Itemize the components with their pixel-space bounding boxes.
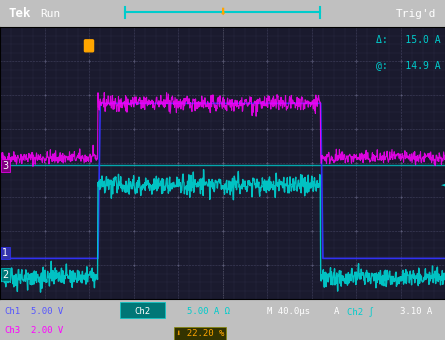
Text: ⬇: ⬇ [218, 7, 227, 17]
Text: @:   14.9 A: @: 14.9 A [376, 60, 441, 70]
Text: Δ:   15.0 A: Δ: 15.0 A [376, 35, 441, 45]
Text: 5.00 V: 5.00 V [31, 307, 63, 316]
Text: 1: 1 [2, 248, 8, 258]
Text: Trig'd: Trig'd [396, 8, 436, 19]
Text: Ch3: Ch3 [4, 326, 20, 335]
Text: ⬇ 22.20 %: ⬇ 22.20 % [176, 329, 224, 338]
Text: 3.10 A: 3.10 A [400, 307, 433, 316]
Text: Ch2 ∫: Ch2 ∫ [347, 307, 374, 317]
Text: A: A [334, 307, 339, 316]
Text: 5.00 A Ω: 5.00 A Ω [187, 307, 230, 316]
Text: 2.00 V: 2.00 V [31, 326, 63, 335]
Text: ◄: ◄ [441, 180, 445, 190]
Text: U: U [85, 41, 93, 51]
Text: Run: Run [40, 8, 61, 19]
Text: Tek: Tek [9, 7, 32, 20]
FancyBboxPatch shape [120, 302, 165, 318]
Text: 2: 2 [2, 270, 8, 280]
Text: Ch2: Ch2 [134, 307, 150, 316]
Text: Ch1: Ch1 [4, 307, 20, 316]
Text: 3: 3 [2, 161, 8, 171]
Text: M 40.0μs: M 40.0μs [267, 307, 310, 316]
